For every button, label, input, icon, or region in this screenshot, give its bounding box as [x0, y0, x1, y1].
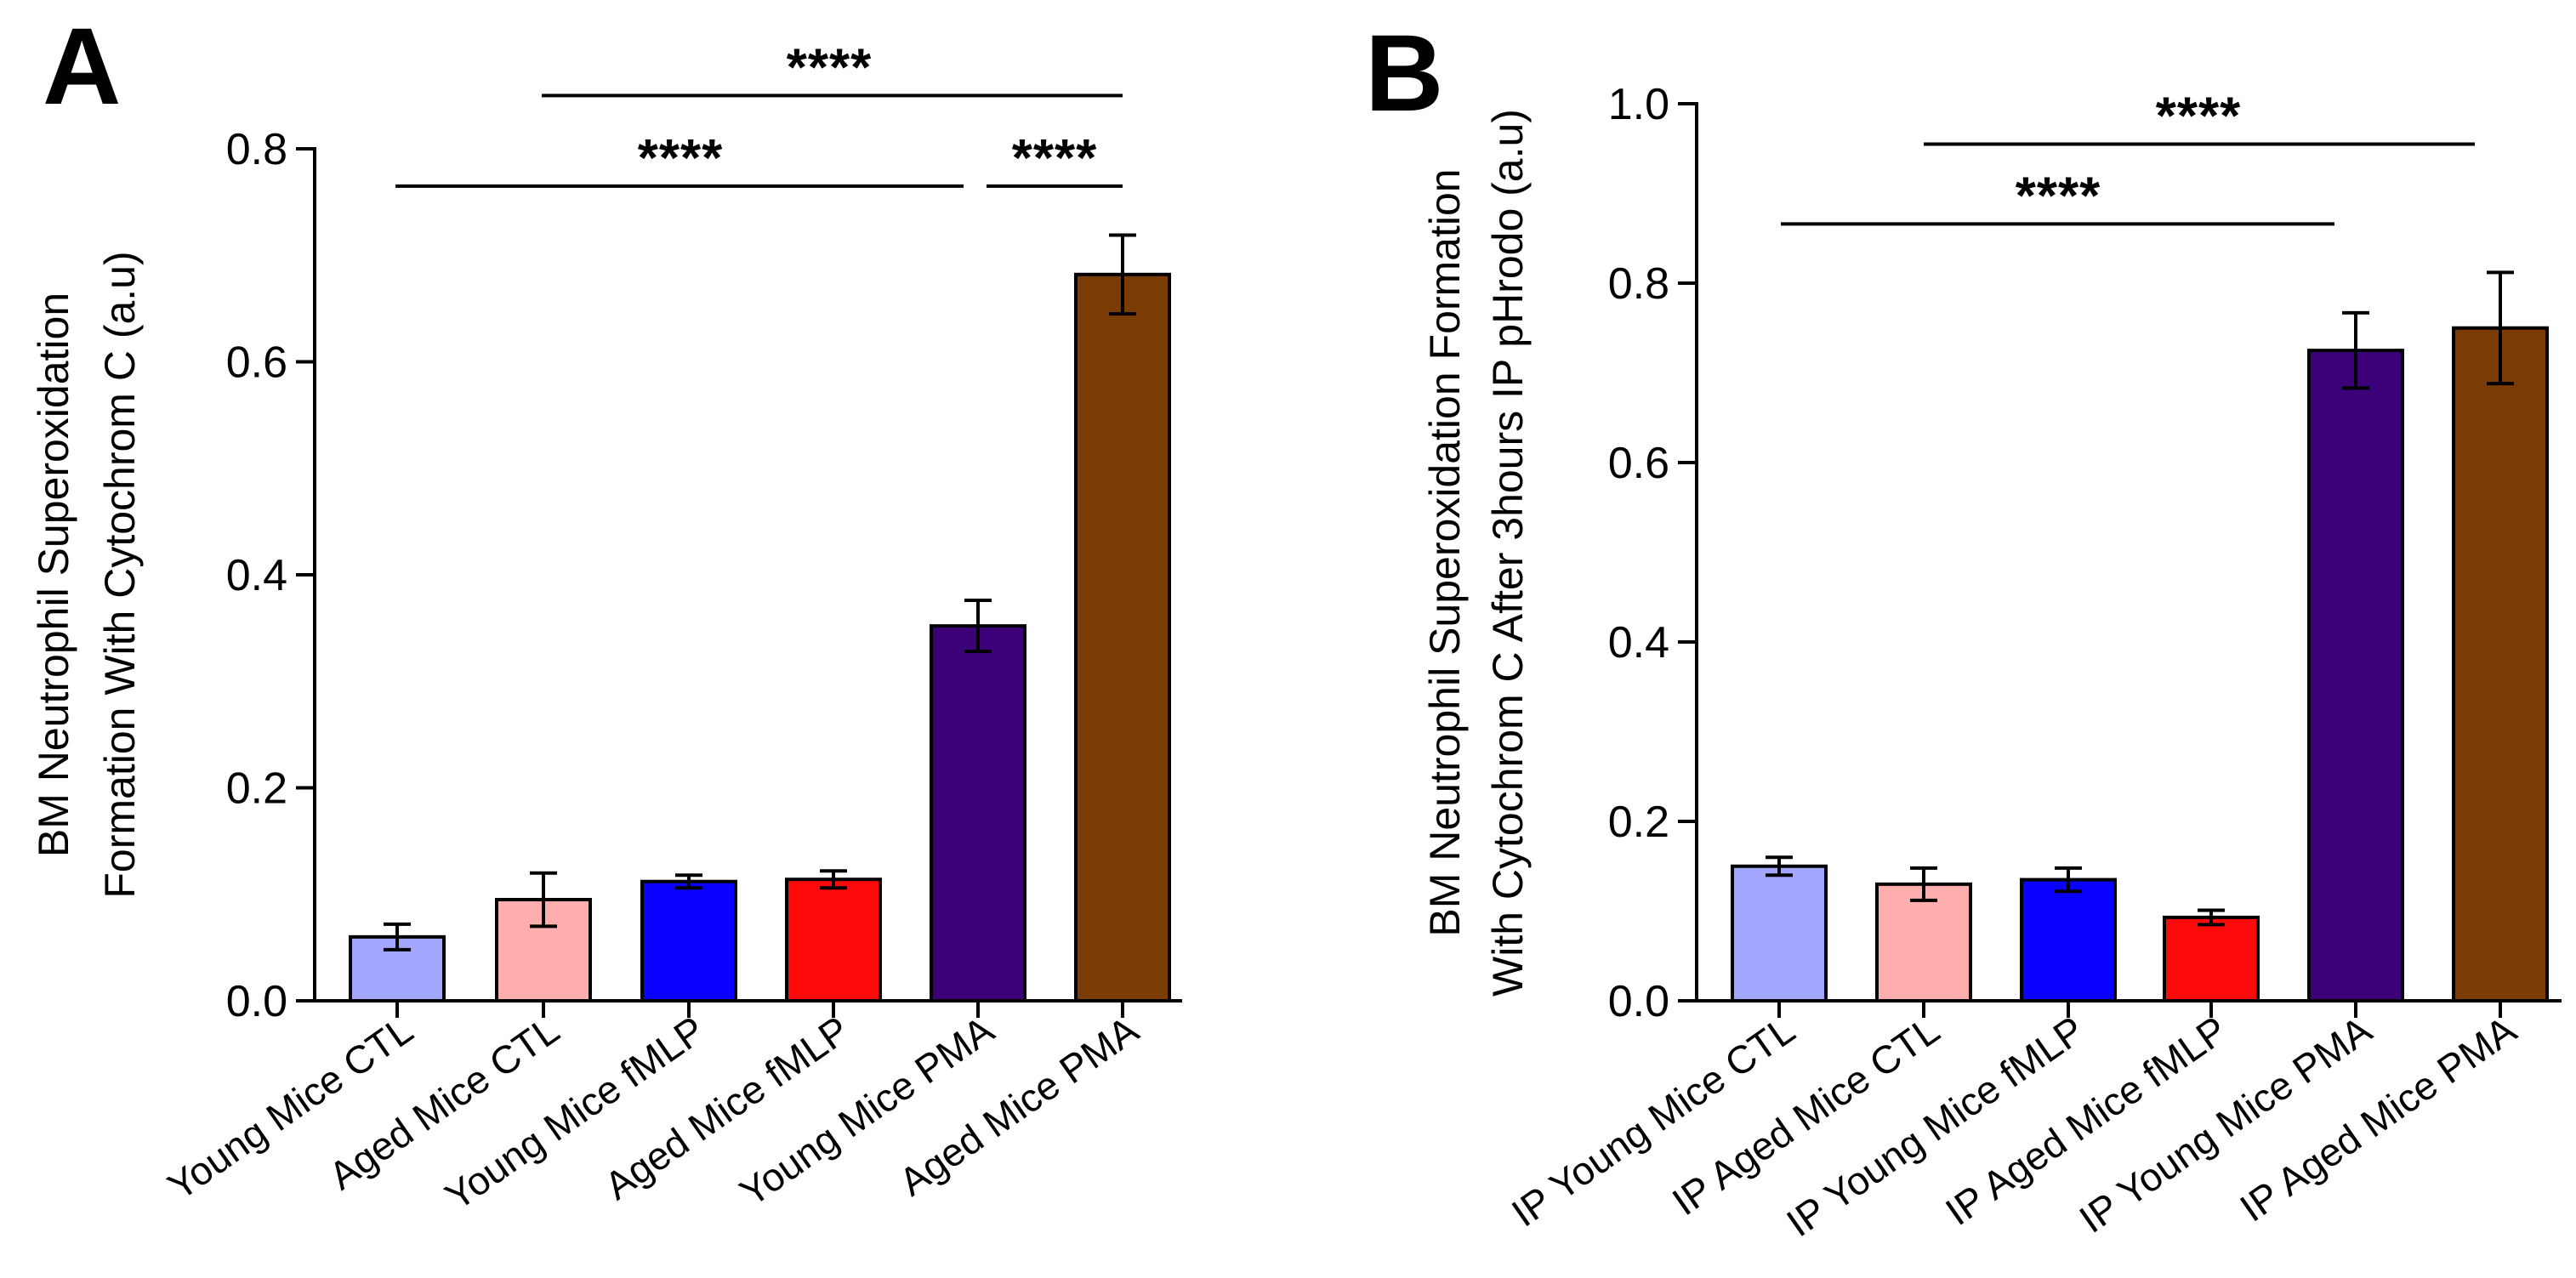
panel-a-letter: A: [43, 6, 121, 128]
y-tick-label: 0.4: [226, 551, 287, 600]
y-axis-label: Formation With Cytochrom C (a.u): [96, 251, 144, 898]
category-label: Young Mice CTL: [160, 1008, 421, 1209]
bar: [2020, 878, 2117, 1003]
category-label: Aged Mice PMA: [891, 1007, 1146, 1204]
bar: [2163, 915, 2260, 1003]
panel-b-letter: B: [1365, 13, 1443, 134]
bar: [1731, 864, 1828, 1003]
y-axis-label: With Cytochrom C After 3hours IP pHrodo …: [1484, 109, 1532, 997]
y-axis-label: BM Neutrophil Superoxidation Formation: [1421, 168, 1469, 936]
y-tick-label: 0.2: [1608, 798, 1669, 847]
y-tick-label: 1.0: [1608, 80, 1669, 129]
y-tick-label: 0.4: [1608, 618, 1669, 667]
bar: [930, 624, 1026, 1003]
bar: [2307, 349, 2404, 1003]
bar: [785, 878, 882, 1003]
category-label: Aged Mice fMLP: [596, 1008, 856, 1208]
y-tick-label: 0.8: [226, 125, 287, 174]
y-tick-label: 0.2: [226, 764, 287, 814]
y-tick-label: 0.6: [226, 338, 287, 388]
significance-label: ****: [638, 129, 724, 188]
y-tick-label: 0.0: [1608, 977, 1669, 1026]
y-tick-label: 0.0: [226, 977, 287, 1026]
category-label: Young Mice PMA: [731, 1007, 1002, 1214]
bar: [640, 879, 737, 1003]
panel-b: B 0.0 0.2 0.4 0.6 0.8 1.0 BM Neutrophil Supero…: [1365, 13, 2562, 1245]
significance-label: ****: [787, 38, 873, 97]
significance-label: ****: [2156, 87, 2242, 145]
bar: [1074, 272, 1171, 1003]
panel-a: A 0.0 0.2 0.4 0.6 0.8 BM Neutrophil Superoxid…: [30, 6, 1182, 1218]
category-label: Young Mice fMLP: [437, 1008, 713, 1218]
bar: [2452, 326, 2549, 1003]
significance-label: ****: [2016, 167, 2101, 225]
significance-label: ****: [1012, 129, 1098, 188]
y-axis-label: BM Neutrophil Superoxidation: [30, 293, 77, 857]
category-label: IP Aged Mice PMA: [2232, 1007, 2524, 1230]
y-tick-label: 0.8: [1608, 259, 1669, 309]
y-tick-label: 0.6: [1608, 439, 1669, 488]
